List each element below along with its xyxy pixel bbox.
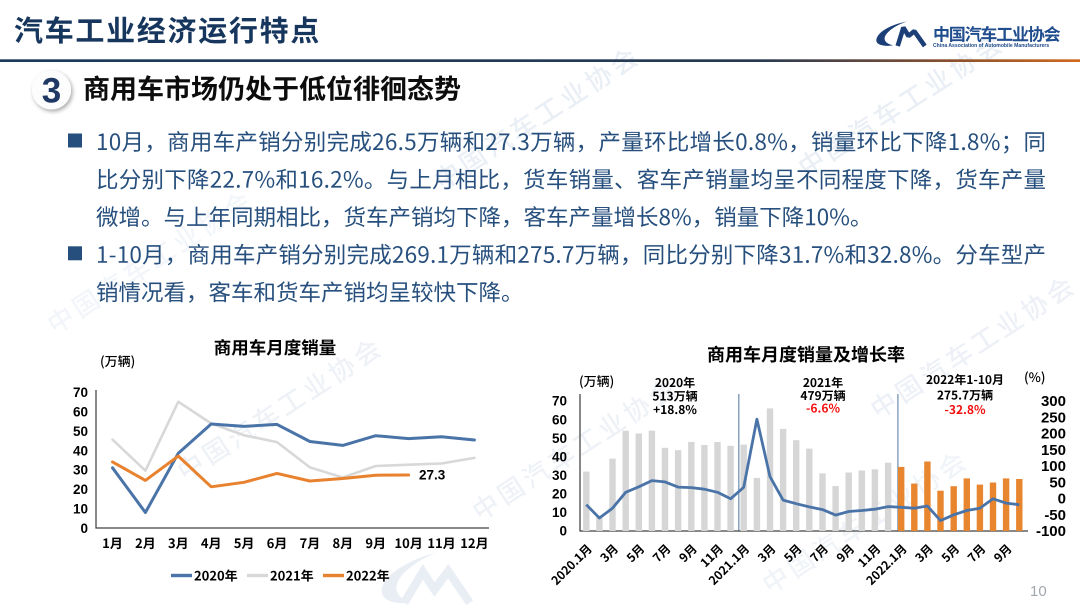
svg-text:300: 300 [1041,393,1066,410]
svg-text:3: 3 [42,72,61,111]
svg-text:27.3: 27.3 [419,468,446,483]
svg-text:50: 50 [1049,474,1066,491]
svg-text:China Association of Automobil: China Association of Automobile Manufact… [933,43,1049,49]
svg-text:10: 10 [73,502,88,517]
svg-text:-100: -100 [1036,523,1066,540]
svg-text:10: 10 [552,505,567,520]
svg-text:50: 50 [552,431,567,446]
svg-text:60: 60 [73,404,88,419]
svg-text:10: 10 [1030,583,1047,600]
svg-text:50: 50 [73,424,88,439]
svg-text:40: 40 [73,443,88,458]
svg-text:-50: -50 [1044,507,1066,524]
svg-text:100: 100 [1041,458,1066,475]
svg-text:20: 20 [552,487,567,502]
svg-text:0: 0 [559,524,567,539]
svg-text:0: 0 [80,521,88,536]
svg-text:60: 60 [552,412,567,427]
svg-text:250: 250 [1041,409,1066,426]
svg-text:40: 40 [552,449,567,464]
svg-text:200: 200 [1041,426,1066,443]
svg-text:70: 70 [552,394,567,409]
svg-text:150: 150 [1041,442,1066,459]
svg-text:30: 30 [73,463,88,478]
svg-text:20: 20 [73,482,88,497]
svg-text:0: 0 [1058,491,1066,508]
svg-text:30: 30 [552,468,567,483]
svg-text:70: 70 [73,385,88,400]
